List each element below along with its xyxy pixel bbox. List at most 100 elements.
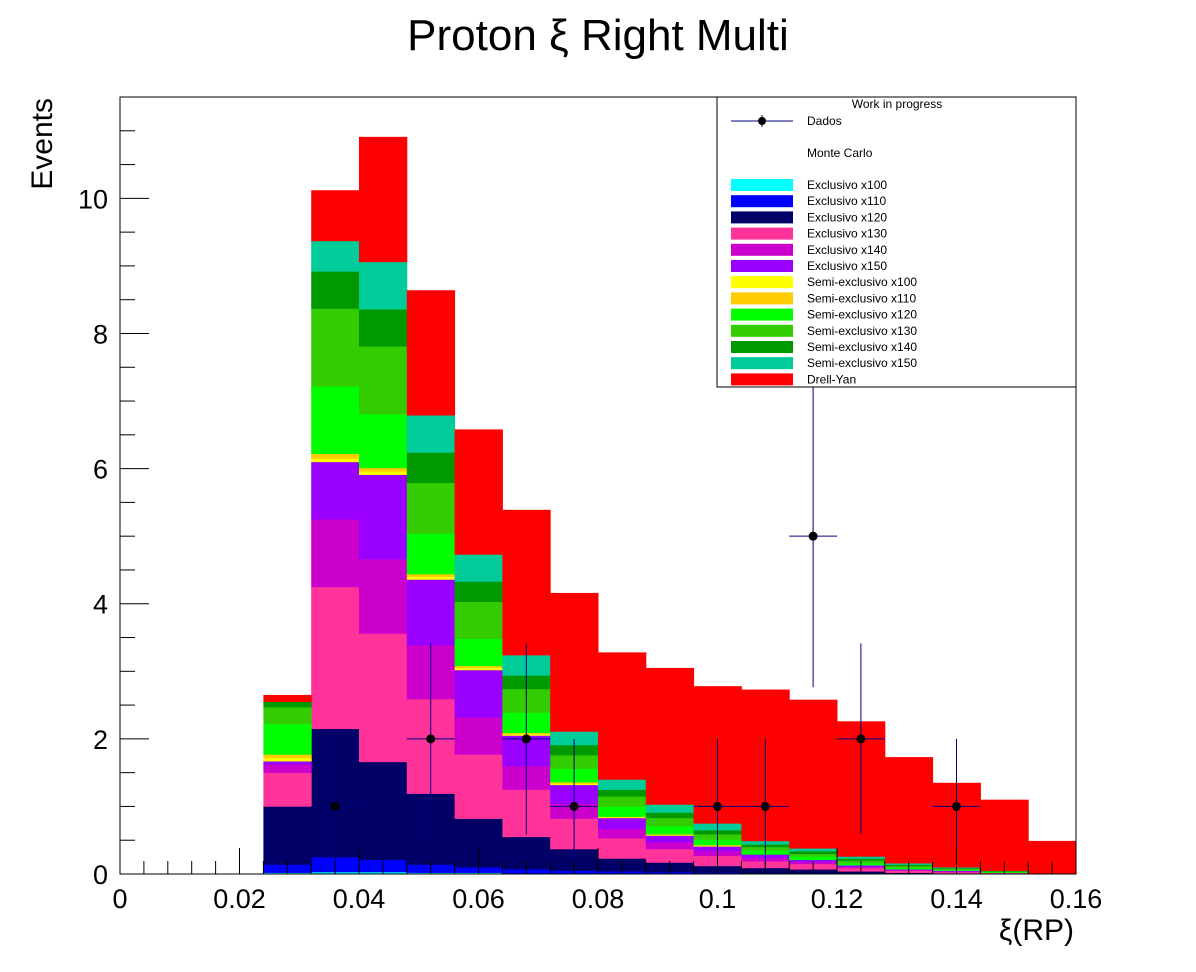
bar-exclusivo-x130-1 bbox=[311, 586, 360, 730]
x-tick-label: 0.12 bbox=[811, 884, 864, 914]
bar-semi-exclusivo-x110-0 bbox=[263, 754, 312, 759]
legend-swatch bbox=[731, 308, 793, 321]
data-point bbox=[856, 734, 866, 744]
bar-semi-exclusivo-x130-7 bbox=[598, 796, 647, 807]
legend-swatch bbox=[731, 243, 793, 256]
x-tick-label: 0.1 bbox=[699, 884, 737, 914]
legend-swatch bbox=[731, 324, 793, 337]
data-point bbox=[426, 734, 436, 744]
bar-semi-exclusivo-x120-0 bbox=[263, 724, 312, 755]
bar-semi-exclusivo-x150-12 bbox=[837, 856, 886, 859]
y-tick-label: 6 bbox=[93, 455, 108, 485]
bar-semi-exclusivo-x140-8 bbox=[645, 812, 695, 819]
bar-exclusivo-x130-2 bbox=[359, 633, 408, 763]
legend-label: Exclusivo x120 bbox=[807, 210, 887, 224]
legend-label: Semi-exclusivo x150 bbox=[807, 356, 917, 370]
bar-semi-exclusivo-x140-2 bbox=[359, 309, 408, 347]
legend-label: Exclusivo x100 bbox=[807, 178, 887, 192]
bar-semi-exclusivo-x100-1 bbox=[311, 458, 360, 463]
bar-semi-exclusivo-x150-4 bbox=[454, 554, 503, 582]
legend: Work in progress Monte Carlo Dados Exclus… bbox=[716, 96, 1077, 388]
bar-semi-exclusivo-x110-7 bbox=[598, 816, 647, 818]
legend-label: Exclusivo x140 bbox=[807, 243, 887, 257]
bar-drell-yan-1 bbox=[311, 190, 360, 242]
legend-swatch bbox=[731, 260, 793, 272]
bar-semi-exclusivo-x110-3 bbox=[406, 574, 456, 578]
bar-semi-exclusivo-x130-8 bbox=[645, 817, 695, 827]
data-point bbox=[713, 801, 722, 811]
bar-exclusivo-x140-1 bbox=[311, 519, 360, 588]
bar-semi-exclusivo-x140-0 bbox=[263, 701, 312, 708]
bar-exclusivo-x150-4 bbox=[454, 669, 503, 718]
bar-drell-yan-15 bbox=[980, 799, 1029, 871]
bar-semi-exclusivo-x100-2 bbox=[359, 471, 408, 475]
bar-exclusivo-x140-0 bbox=[263, 764, 312, 773]
bar-semi-exclusivo-x140-4 bbox=[454, 581, 503, 603]
legend-swatch bbox=[731, 373, 793, 386]
bar-exclusivo-x150-3 bbox=[406, 579, 456, 646]
x-axis-title: ξ(RP) bbox=[999, 914, 1074, 947]
legend-mc-label: Monte Carlo bbox=[807, 146, 873, 160]
legend-swatch bbox=[731, 195, 793, 208]
legend-dados-marker bbox=[758, 117, 766, 125]
bar-semi-exclusivo-x140-1 bbox=[311, 271, 360, 309]
bar-drell-yan-5 bbox=[502, 509, 551, 656]
legend-header: Work in progress bbox=[852, 97, 942, 111]
bar-semi-exclusivo-x120-4 bbox=[454, 638, 503, 667]
bar-semi-exclusivo-x150-11 bbox=[789, 848, 838, 852]
legend-label: Semi-exclusivo x130 bbox=[807, 324, 917, 338]
bar-drell-yan-3 bbox=[406, 290, 456, 416]
bar-semi-exclusivo-x100-7 bbox=[598, 817, 647, 819]
bar-semi-exclusivo-x120-11 bbox=[789, 856, 838, 861]
bar-semi-exclusivo-x120-1 bbox=[311, 386, 360, 455]
legend-swatch bbox=[731, 276, 793, 289]
bar-semi-exclusivo-x130-11 bbox=[789, 853, 838, 857]
bar-semi-exclusivo-x150-7 bbox=[598, 779, 647, 790]
legend-label: Semi-exclusivo x120 bbox=[807, 308, 917, 322]
bar-drell-yan-11 bbox=[789, 699, 838, 849]
y-tick-label: 8 bbox=[93, 319, 108, 349]
bar-semi-exclusivo-x150-6 bbox=[550, 731, 599, 746]
bar-semi-exclusivo-x100-3 bbox=[406, 576, 456, 580]
bar-semi-exclusivo-x120-3 bbox=[406, 533, 456, 575]
bar-semi-exclusivo-x150-8 bbox=[645, 804, 695, 813]
x-tick-label: 0.04 bbox=[333, 884, 386, 914]
bar-exclusivo-x120-0 bbox=[263, 806, 312, 865]
bar-semi-exclusivo-x100-4 bbox=[454, 667, 503, 671]
legend-label: Exclusivo x150 bbox=[807, 259, 887, 273]
data-point bbox=[521, 734, 531, 744]
legend-label: Exclusivo x130 bbox=[807, 227, 887, 241]
chart-title: Proton ξ Right Multi bbox=[407, 11, 789, 60]
legend-swatch bbox=[731, 227, 793, 240]
bar-semi-exclusivo-x140-12 bbox=[837, 858, 886, 861]
bar-semi-exclusivo-x130-0 bbox=[263, 707, 312, 725]
bar-exclusivo-x150-7 bbox=[598, 817, 647, 830]
bar-semi-exclusivo-x150-3 bbox=[406, 415, 456, 453]
bar-drell-yan-8 bbox=[645, 667, 695, 805]
legend-swatch bbox=[731, 357, 793, 370]
y-tick-label: 0 bbox=[93, 860, 108, 890]
bar-semi-exclusivo-x140-11 bbox=[789, 851, 838, 855]
x-tick-label: 0.06 bbox=[452, 884, 505, 914]
bar-semi-exclusivo-x120-7 bbox=[598, 806, 647, 817]
legend-label: Semi-exclusivo x100 bbox=[807, 275, 917, 289]
bar-drell-yan-13 bbox=[884, 757, 934, 864]
data-point bbox=[569, 801, 579, 811]
bar-exclusivo-x150-11 bbox=[789, 859, 838, 863]
data-point bbox=[808, 531, 818, 541]
data-point bbox=[330, 801, 340, 811]
bar-semi-exclusivo-x110-2 bbox=[359, 467, 408, 472]
legend-swatch bbox=[731, 211, 793, 224]
legend-items: Dados Exclusivo x100 Exclusivo x110 Exclusi… bbox=[731, 114, 917, 386]
bar-semi-exclusivo-x110-1 bbox=[311, 453, 360, 459]
bar-semi-exclusivo-x100-8 bbox=[645, 834, 695, 836]
plot-area bbox=[263, 136, 1077, 875]
bar-exclusivo-x150-8 bbox=[645, 835, 695, 843]
bar-semi-exclusivo-x140-3 bbox=[406, 452, 456, 484]
bar-semi-exclusivo-x120-2 bbox=[359, 413, 408, 469]
bar-semi-exclusivo-x110-8 bbox=[645, 834, 695, 836]
bar-drell-yan-6 bbox=[550, 592, 599, 732]
x-tick-label: 0.02 bbox=[213, 884, 266, 914]
axes: 0 0.02 0.04 0.06 0.08 0.1 0.12 0.14 0.16 0 2 4 6 8 10 bbox=[78, 96, 1102, 914]
bar-drell-yan-2 bbox=[359, 136, 408, 263]
